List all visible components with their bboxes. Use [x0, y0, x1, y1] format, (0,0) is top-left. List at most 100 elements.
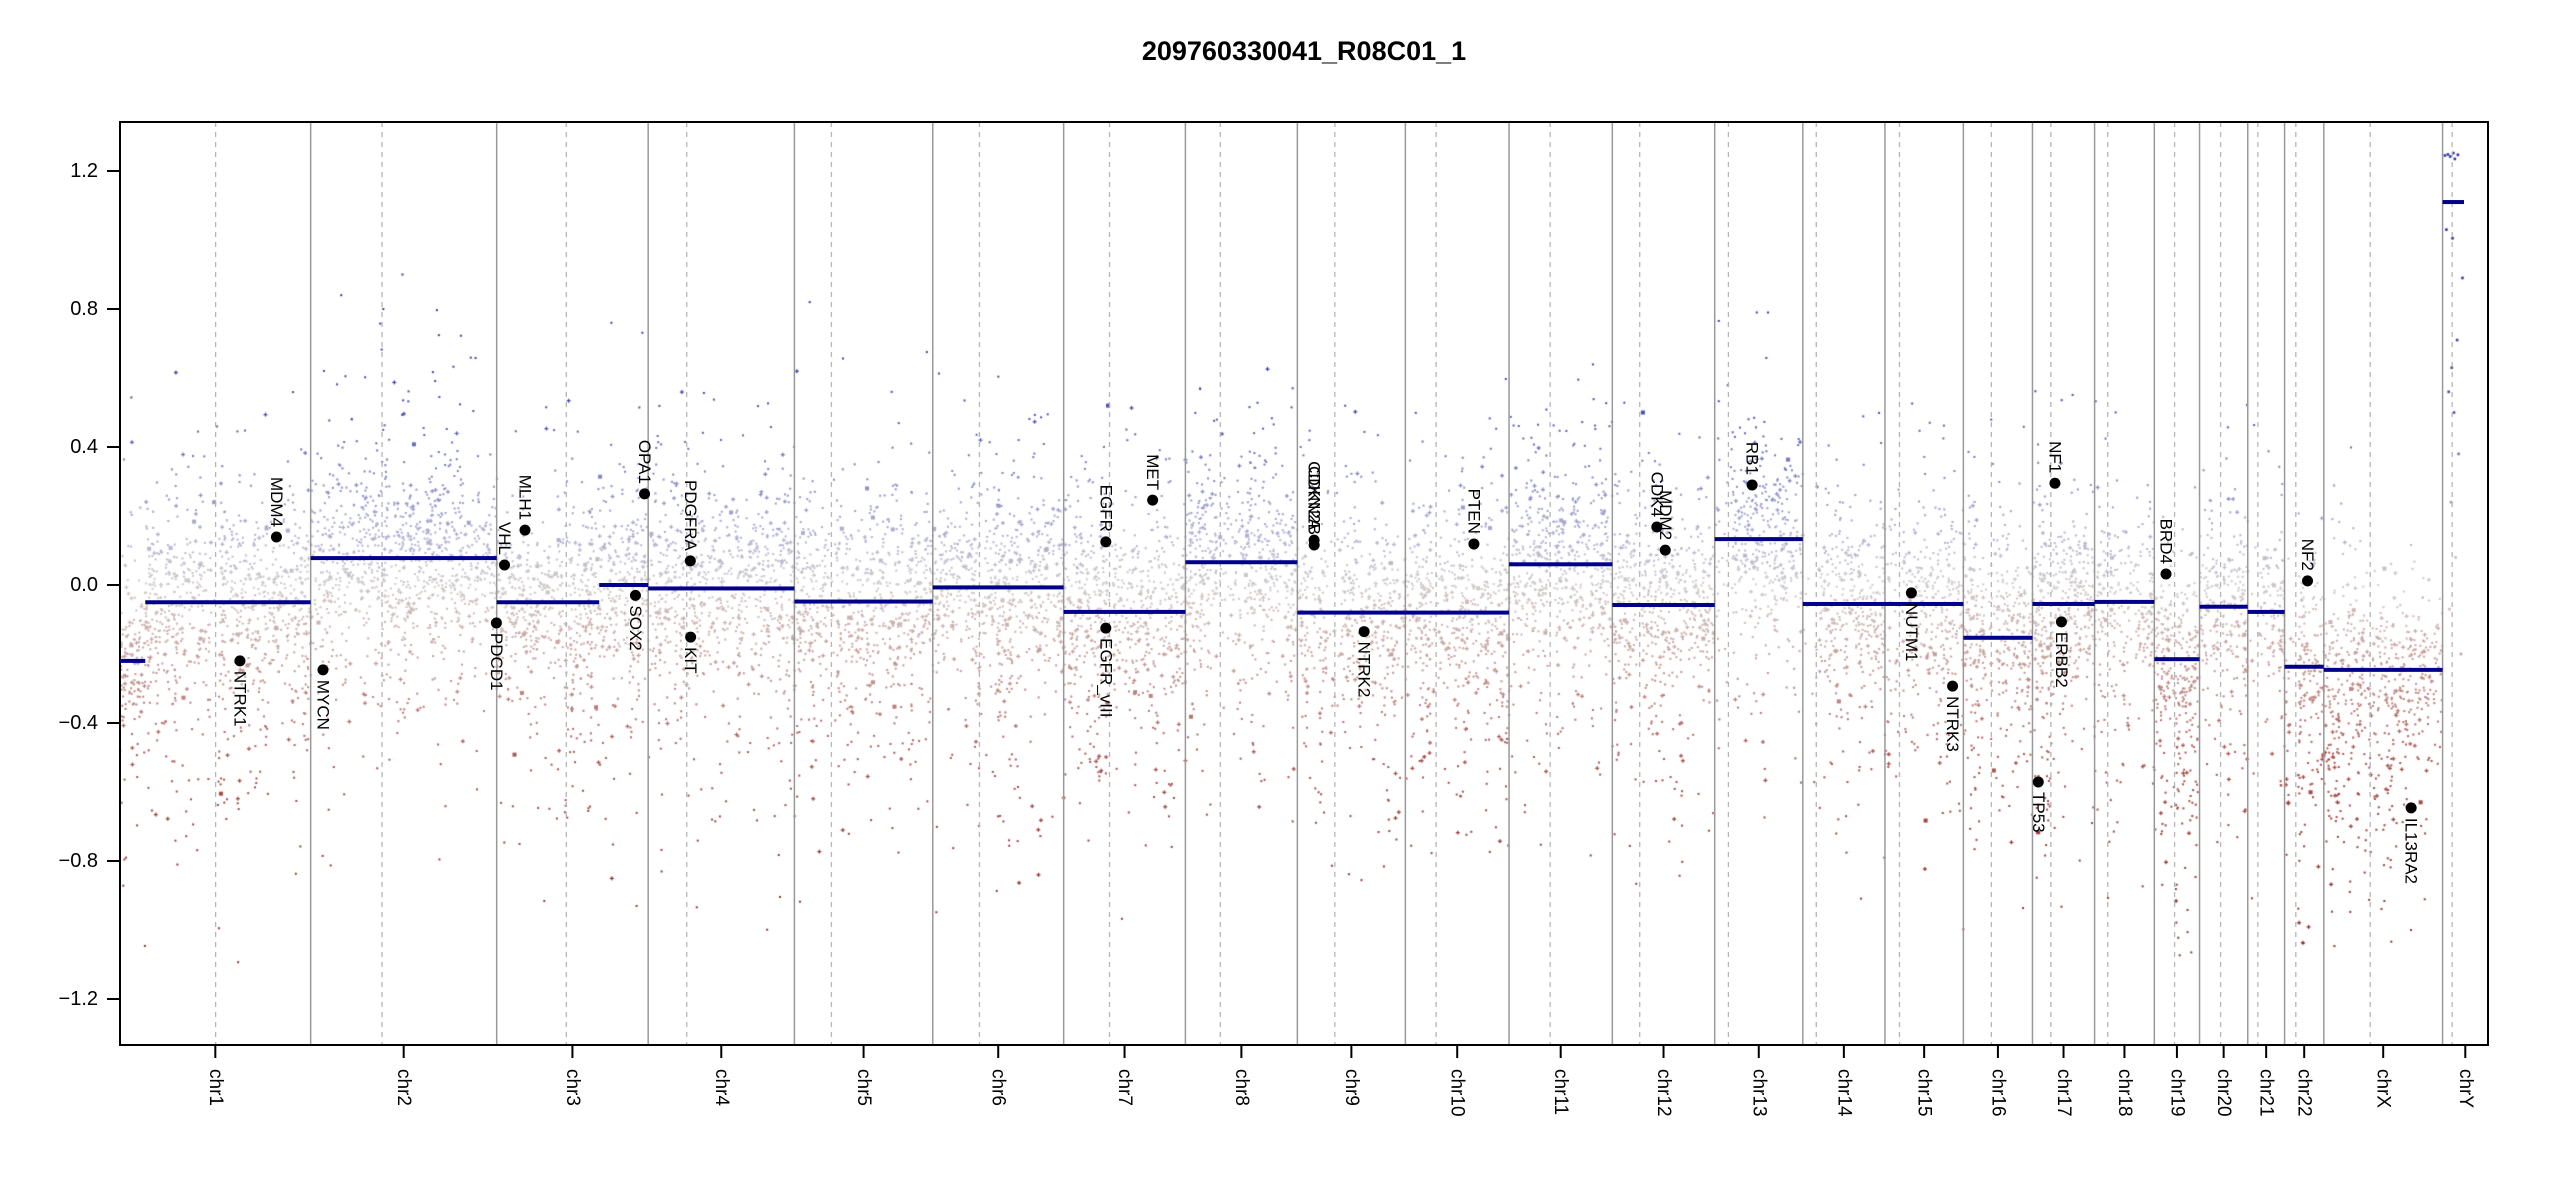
gene-marker-IL13RA2: IL13RA2 [2402, 802, 2421, 884]
gene-marker-MDM2: MDM2 [1656, 490, 1675, 556]
segment-mean-chr1 [120, 658, 146, 663]
gene-marker-RB1: RB1 [1743, 442, 1762, 491]
gene-marker-NF2: NF2 [2298, 539, 2317, 587]
segment-mean-chr9 [1297, 610, 1406, 615]
x-tick-label-chr2: chr2 [393, 1069, 414, 1106]
gene-label-RB1: RB1 [1743, 442, 1762, 475]
y-tick-label: −0.4 [59, 712, 98, 734]
gene-label-ERBB2: ERBB2 [2052, 632, 2071, 688]
gene-label-CDKN2A: CDKN2A [1305, 461, 1324, 531]
gene-dot-PDGFRA [684, 555, 696, 567]
segment-mean-chr1 [145, 600, 311, 605]
gene-label-NF2: NF2 [2298, 539, 2317, 571]
x-tick-label-chr7: chr7 [1114, 1069, 1135, 1106]
gene-dot-PDCD1 [490, 617, 502, 629]
gene-label-NTRK2: NTRK2 [1355, 642, 1374, 698]
gene-label-MDM2: MDM2 [1656, 490, 1675, 540]
segment-mean-chr14 [1802, 601, 1885, 606]
segment-mean-chr12 [1612, 603, 1715, 608]
x-tick-label-chr1: chr1 [205, 1069, 226, 1106]
gene-dot-PTEN [1468, 538, 1480, 550]
gene-marker-BRD4: BRD4 [2157, 519, 2176, 580]
gene-label-PTEN: PTEN [1464, 489, 1483, 534]
gene-label-NTRK1: NTRK1 [230, 671, 249, 727]
x-tick-label-chr19: chr19 [2166, 1069, 2187, 1117]
y-tick-label: −1.2 [59, 988, 98, 1010]
x-tick-label-chr20: chr20 [2213, 1069, 2234, 1117]
gene-dot-EGFR [1100, 536, 1112, 548]
x-tick-label-chr5: chr5 [853, 1069, 874, 1106]
segment-mean-chrY [2442, 200, 2465, 205]
gene-marker-TP53: TP53 [2029, 776, 2048, 833]
segment-mean-chr17 [2032, 601, 2095, 606]
gene-dot-MLH1 [519, 524, 531, 536]
gene-label-PDCD1: PDCD1 [487, 633, 506, 691]
gene-marker-PDCD1: PDCD1 [487, 617, 506, 691]
segment-mean-chr5 [794, 599, 933, 604]
gene-dot-CDKN2B [1308, 539, 1320, 551]
x-tick-label-chr22: chr22 [2294, 1069, 2315, 1117]
gene-label-CDKN2B: CDKN2B [1305, 466, 1324, 535]
segment-mean-chr20 [2199, 604, 2248, 609]
segment-mean-chr6 [932, 585, 1064, 590]
gene-marker-NTRK1: NTRK1 [230, 655, 249, 727]
segment-mean-chr7 [1063, 609, 1186, 614]
segment-mean-chr3 [599, 583, 649, 587]
gene-label-MLH1: MLH1 [515, 475, 534, 520]
plot-border [119, 121, 2489, 1046]
segment-mean-chr10 [1405, 610, 1510, 615]
gene-dot-EGFR_vIII [1100, 622, 1112, 634]
gene-marker-NF1: NF1 [2045, 441, 2064, 489]
gene-dot-IL13RA2 [2405, 802, 2417, 814]
y-tick-label: 0.4 [70, 436, 98, 458]
gene-dot-RB1 [1746, 479, 1758, 491]
gene-dot-SOX2 [629, 589, 641, 601]
gene-dot-MET [1147, 494, 1159, 506]
gene-marker-MYCN: MYCN [313, 664, 332, 730]
segment-mean-chr13 [1714, 537, 1803, 542]
segment-mean-chr16 [1963, 635, 2033, 640]
gene-label-KIT: KIT [681, 647, 700, 673]
gene-label-CDK4: CDK4 [1647, 472, 1666, 517]
gene-label-NTRK3: NTRK3 [1943, 696, 1962, 752]
y-tick-label: −0.8 [59, 850, 98, 872]
gene-marker-SOX2: SOX2 [626, 589, 645, 651]
x-tick-label-chr14: chr14 [1833, 1069, 1854, 1117]
gene-dot-NTRK3 [1947, 680, 1959, 692]
gene-marker-PDGFRA: PDGFRA [681, 480, 700, 567]
segment-mean-chr19 [2154, 657, 2200, 662]
gene-label-BRD4: BRD4 [2157, 519, 2176, 564]
x-tick-label-chr17: chr17 [2053, 1069, 2074, 1117]
gene-dot-MDM4 [270, 531, 282, 543]
gene-marker-EGFR: EGFR [1096, 485, 1115, 548]
gene-label-TP53: TP53 [2029, 792, 2048, 833]
gene-dot-TP53 [2032, 776, 2044, 788]
x-tick-label-chrX: chrX [2373, 1069, 2394, 1108]
gene-dot-ERBB2 [2055, 616, 2067, 628]
gene-marker-PTEN: PTEN [1464, 489, 1483, 550]
gene-label-NF1: NF1 [2045, 441, 2064, 473]
segment-mean-chr22 [2284, 664, 2324, 669]
x-tick-label-chr15: chr15 [1914, 1069, 1935, 1117]
segment-mean-chr4 [648, 586, 795, 591]
gene-label-SOX2: SOX2 [626, 605, 645, 650]
gene-dot-NTRK1 [234, 655, 246, 667]
gene-dot-KIT [685, 631, 697, 643]
gene-dot-NUTM1 [1905, 587, 1917, 599]
gene-dot-NTRK2 [1358, 626, 1370, 638]
gene-marker-VHL: VHL [495, 522, 514, 571]
x-tick-label-chrY: chrY [2455, 1069, 2476, 1108]
segment-mean-chr8 [1185, 560, 1298, 565]
x-tick-label-chr12: chr12 [1653, 1069, 1674, 1117]
gene-label-EGFR_vIII: EGFR_vIII [1096, 638, 1115, 717]
x-tick-label-chr11: chr11 [1550, 1069, 1571, 1115]
gene-label-IL13RA2: IL13RA2 [2402, 818, 2421, 884]
gene-marker-MDM4: MDM4 [267, 477, 286, 543]
gene-dot-NF1 [2049, 477, 2061, 489]
gene-marker-EGFR_vIII: EGFR_vIII [1096, 622, 1115, 717]
segment-mean-chr18 [2094, 599, 2155, 604]
y-tick-label: 0.8 [70, 298, 98, 320]
